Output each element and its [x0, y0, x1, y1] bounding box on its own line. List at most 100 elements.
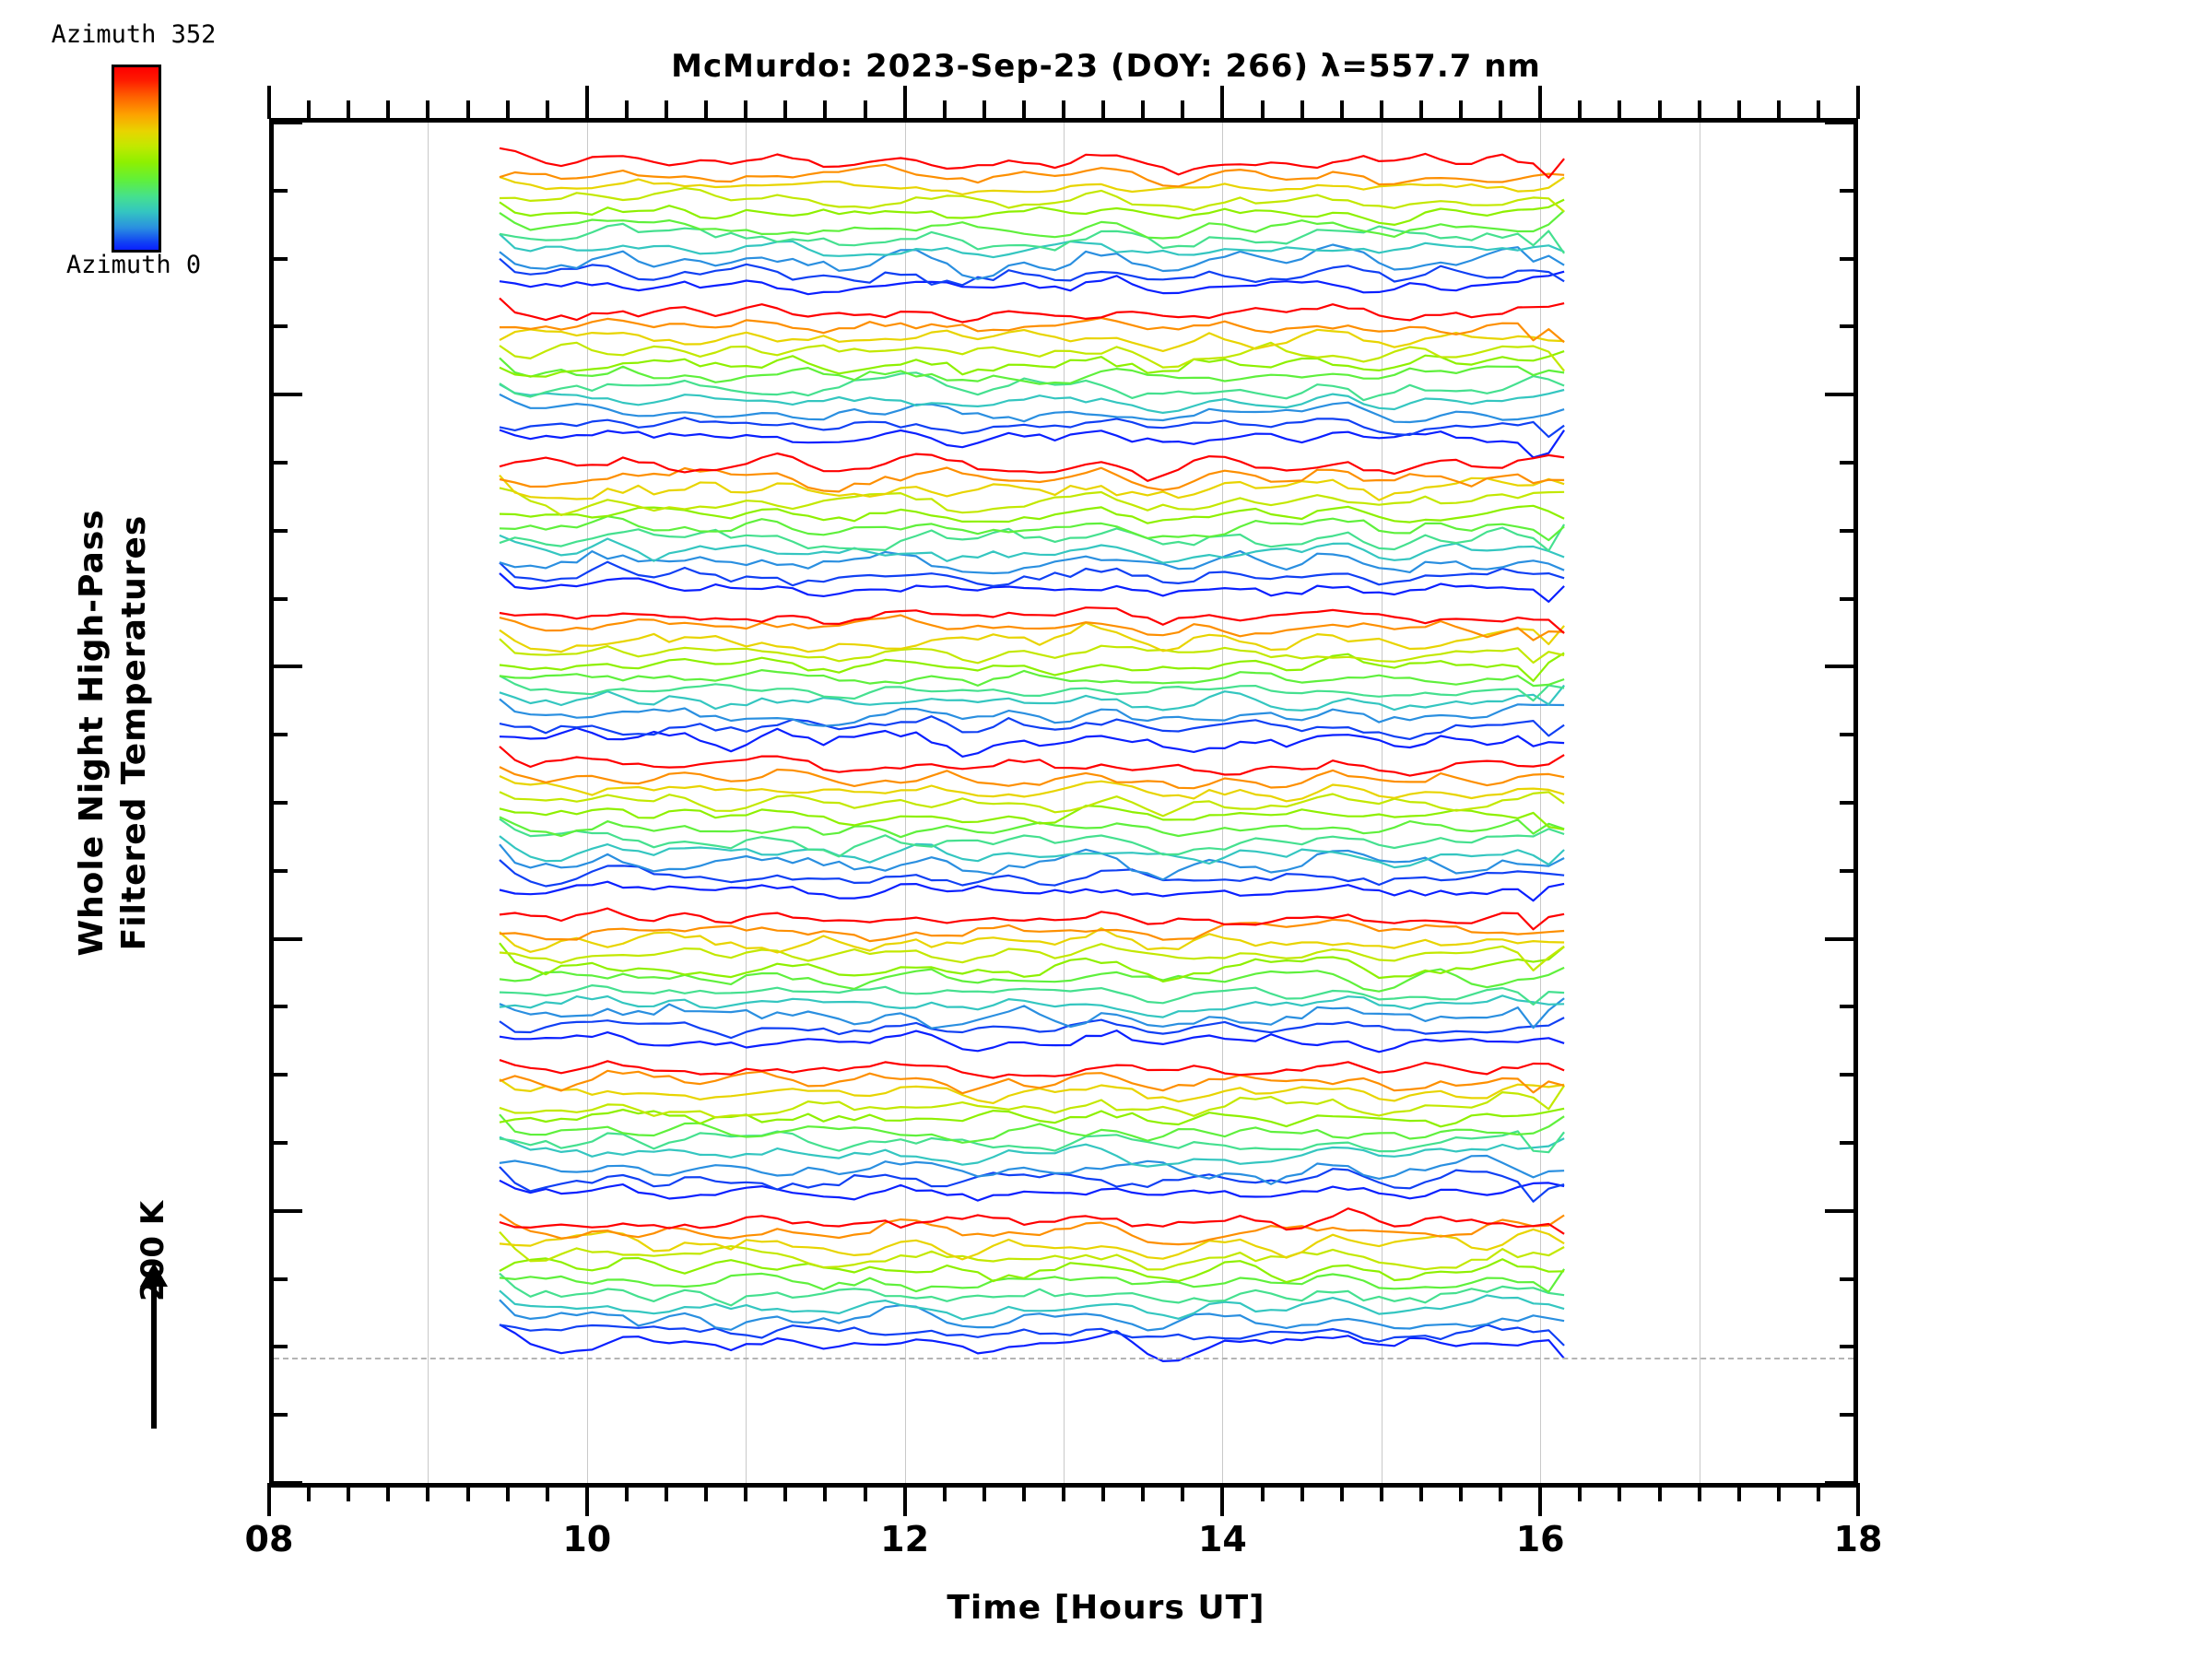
y-tick: [269, 188, 288, 193]
trace-line: [499, 549, 1565, 575]
trace-line: [499, 350, 1565, 378]
x-tick-label-08: 08: [244, 1519, 294, 1559]
scale-bar-label: 200 K: [135, 1200, 171, 1301]
x-tick: [1101, 1483, 1106, 1501]
trace-line: [499, 715, 1565, 741]
trace-line: [499, 328, 1565, 352]
trace-line: [499, 1069, 1565, 1095]
trace-line: [499, 614, 1565, 641]
x-tick: [307, 100, 312, 119]
x-tick: [347, 100, 351, 119]
trace-line: [499, 1113, 1565, 1144]
x-tick: [1538, 86, 1543, 119]
trace-line: [499, 880, 1565, 902]
x-tick: [1697, 1483, 1701, 1501]
x-tick: [704, 1483, 709, 1501]
x-tick: [1220, 1483, 1225, 1516]
trace-line: [499, 1289, 1565, 1321]
trace-line: [499, 638, 1565, 665]
x-tick: [982, 100, 986, 119]
colorbar-max-label: Azimuth 352: [51, 20, 217, 49]
x-tick: [823, 100, 828, 119]
trace-line: [499, 859, 1565, 888]
x-tick-label-10: 10: [562, 1519, 612, 1559]
x-tick: [1181, 1483, 1185, 1501]
x-tick: [1062, 100, 1065, 119]
y-tick: [1840, 733, 1858, 737]
trace-line: [499, 843, 1565, 881]
trace-line: [499, 504, 1565, 524]
trace-line: [499, 918, 1565, 943]
trace-line: [499, 297, 1565, 324]
trace-line: [499, 515, 1565, 542]
trace-line: [499, 1272, 1565, 1307]
x-tick: [1260, 100, 1265, 119]
x-tick: [267, 86, 271, 119]
x-tick: [783, 1483, 788, 1501]
x-axis-ticks-top: [267, 82, 1860, 119]
y-tick: [269, 121, 302, 124]
trace-line: [499, 675, 1565, 702]
trace-line: [499, 198, 1565, 227]
trace-line: [499, 668, 1565, 688]
trace-line: [499, 774, 1565, 803]
y-tick: [1840, 1141, 1858, 1145]
trace-line: [499, 791, 1565, 818]
x-tick: [1418, 100, 1423, 119]
trace-line: [499, 1324, 1565, 1363]
trace-line: [499, 572, 1565, 604]
trace-line: [499, 1078, 1565, 1105]
plot-area: [274, 123, 1853, 1483]
gridline-hour-16: [1540, 123, 1542, 1483]
trace-line: [499, 316, 1565, 344]
x-tick: [307, 1483, 312, 1501]
y-tick: [1825, 936, 1858, 941]
trace-line: [499, 994, 1565, 1018]
y-tick: [269, 1208, 302, 1213]
y-tick: [269, 665, 302, 669]
trace-line: [499, 684, 1565, 712]
trace-line: [499, 1268, 1566, 1293]
trace-line: [499, 1230, 1565, 1271]
trace-line: [499, 698, 1565, 727]
y-tick: [1840, 256, 1858, 261]
x-tick: [1618, 100, 1622, 119]
x-tick: [426, 100, 430, 119]
x-tick: [823, 1483, 828, 1501]
gridline-hour-11: [746, 123, 747, 1483]
y-tick: [1825, 1208, 1858, 1213]
x-tick-label-16: 16: [1515, 1519, 1565, 1559]
trace-line: [499, 222, 1566, 254]
x-tick: [1499, 1483, 1503, 1501]
y-tick: [269, 596, 288, 601]
y-tick: [269, 1277, 288, 1281]
trace-line: [499, 1299, 1565, 1332]
trace-line: [499, 209, 1565, 240]
x-tick: [545, 100, 549, 119]
y-axis-title-line1: Whole Night High-Pass: [72, 509, 111, 957]
x-tick: [465, 1483, 470, 1501]
x-tick: [386, 100, 391, 119]
trace-line: [499, 341, 1565, 372]
x-tick: [665, 100, 668, 119]
x-tick: [704, 100, 709, 119]
x-tick: [505, 100, 510, 119]
y-tick: [1840, 324, 1858, 329]
x-tick: [1300, 100, 1304, 119]
x-tick: [1459, 100, 1463, 119]
trace-line: [499, 1135, 1565, 1168]
trace-line: [499, 805, 1565, 831]
x-tick: [1339, 100, 1344, 119]
x-tick: [902, 1483, 907, 1516]
temperature-traces: [499, 147, 1566, 1363]
x-tick: [1856, 1483, 1860, 1516]
trace-line: [499, 147, 1565, 179]
trace-line: [499, 983, 1565, 1006]
x-tick: [1618, 1483, 1622, 1501]
y-tick: [1840, 1073, 1858, 1077]
y-tick: [1840, 1005, 1858, 1009]
trace-line: [499, 270, 1565, 296]
x-tick: [744, 100, 748, 119]
x-tick: [1101, 100, 1106, 119]
trace-line: [499, 560, 1565, 587]
